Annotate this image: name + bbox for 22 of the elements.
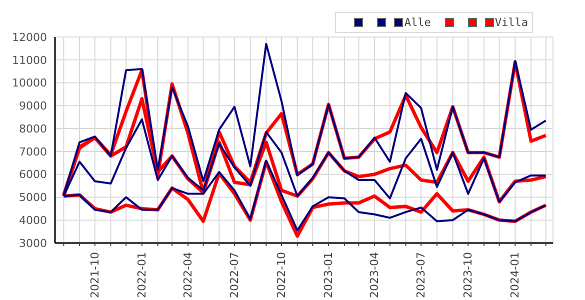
legend-label: Alle — [404, 16, 431, 29]
legend-label: Villa — [494, 16, 528, 29]
y-tick-label: 3000 — [19, 236, 47, 250]
y-tick-label: 7000 — [19, 145, 47, 158]
x-tick-label: 2023-04 — [368, 252, 382, 298]
y-tick-label: 4000 — [19, 214, 47, 228]
x-tick-label: 2022-07 — [228, 252, 241, 298]
x-tick-label: 2023-07 — [414, 252, 428, 298]
x-tick-label: 2022-10 — [275, 252, 288, 298]
x-tick-label: 2021-10 — [88, 252, 102, 298]
y-tick-label: 6000 — [19, 168, 47, 182]
x-tick-label: 2023-01 — [322, 252, 336, 298]
y-tick-label: 5000 — [19, 191, 47, 204]
y-tick-label: 12000 — [12, 30, 47, 44]
y-tick-label: 9000 — [19, 100, 47, 113]
x-tick-label: 2024-01 — [508, 252, 522, 298]
y-tick-label: 8000 — [19, 122, 47, 136]
y-tick-label: 11000 — [12, 54, 47, 67]
x-tick-label: 2022-04 — [181, 252, 194, 298]
x-tick-label: 2023-10 — [462, 252, 475, 298]
y-tick-label: 10000 — [12, 76, 47, 90]
x-tick-label: 2022-01 — [135, 252, 148, 298]
